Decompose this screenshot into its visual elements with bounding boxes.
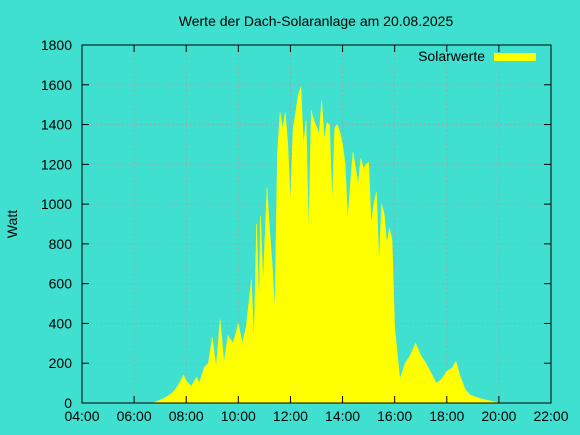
legend-swatch [494, 53, 536, 61]
axis-ticks [81, 44, 552, 404]
y-tick-label: 0 [64, 395, 72, 411]
x-tick-label: 14:00 [325, 408, 360, 424]
x-tick-label: 18:00 [429, 408, 464, 424]
x-tick-label: 12:00 [273, 408, 308, 424]
x-tick-label: 22:00 [533, 408, 568, 424]
y-axis-label: Watt [4, 210, 20, 238]
y-tick-label: 1800 [41, 37, 72, 53]
legend-label: Solarwerte [418, 48, 485, 64]
y-tick-label: 600 [49, 276, 73, 292]
x-tick-label: 16:00 [377, 408, 412, 424]
plot-frame [81, 44, 552, 404]
y-tick-label: 800 [49, 236, 73, 252]
chart-title: Werte der Dach-Solaranlage am 20.08.2025 [179, 13, 454, 29]
x-tick-label: 04:00 [64, 408, 99, 424]
series-area-group [152, 86, 502, 404]
x-axis-tick-labels: 04:00 06:00 08:00 10:00 12:00 14:00 16:00 18:00… [64, 408, 568, 424]
y-tick-label: 1600 [41, 77, 72, 93]
y-tick-label: 1400 [41, 117, 72, 133]
y-tick-label: 1000 [41, 196, 72, 212]
x-tick-label: 10:00 [221, 408, 256, 424]
series-area-solarwerte [152, 86, 502, 404]
y-tick-label: 200 [49, 355, 73, 371]
x-tick-label: 20:00 [481, 408, 516, 424]
y-axis-tick-labels: 0 200 400 600 800 1000 1200 1400 1600 1800 [41, 37, 72, 411]
y-tick-label: 400 [49, 315, 73, 331]
x-tick-label: 06:00 [117, 408, 152, 424]
y-tick-label: 1200 [41, 156, 72, 172]
legend: Solarwerte [418, 48, 536, 64]
x-tick-label: 08:00 [169, 408, 204, 424]
